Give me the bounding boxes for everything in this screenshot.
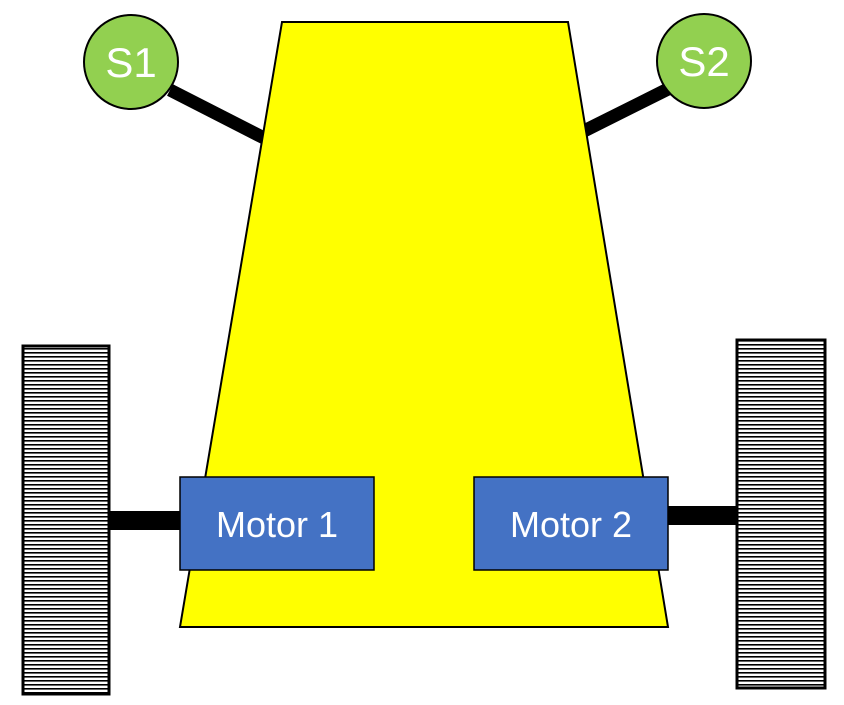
sensor-right: S2 (656, 13, 752, 109)
axle-left (108, 511, 183, 530)
motor-left: Motor 1 (179, 476, 375, 571)
wheel-left (21, 344, 111, 696)
axle-right (666, 506, 740, 525)
motor-right-label: Motor 2 (510, 504, 632, 545)
motor-right: Motor 2 (473, 476, 669, 571)
wheel-right (735, 338, 827, 690)
sensor-arm-right (579, 82, 673, 138)
sensor-right-label: S2 (678, 38, 729, 85)
motor-left-label: Motor 1 (216, 504, 338, 545)
sensor-left-label: S1 (105, 39, 156, 86)
sensor-arm-left (167, 84, 267, 144)
sensor-left: S1 (83, 14, 179, 110)
chassis (178, 21, 670, 628)
